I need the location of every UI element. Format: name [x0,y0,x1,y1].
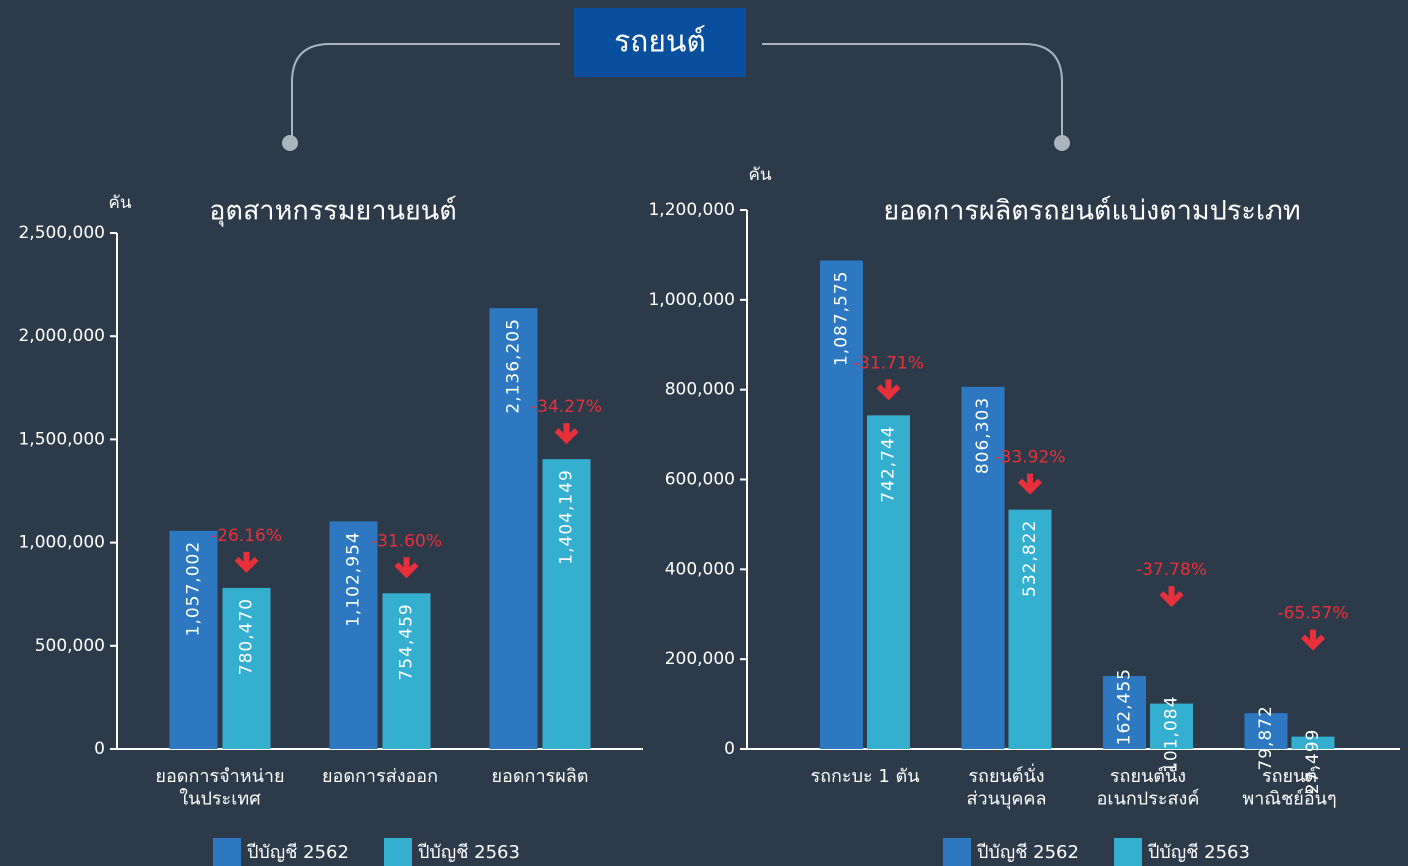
bar [1291,736,1335,749]
y-tick-label: 1,200,000 [648,200,735,220]
legend-swatch [384,838,412,866]
legend-label: ปีบัญชี 2562 [247,842,349,863]
change-arrow [394,557,419,579]
bar [222,587,271,749]
value-label: 1,087,575 [832,270,852,366]
y-tick-label: 0 [94,739,105,759]
y-tick-label: 1,500,000 [18,429,105,449]
change-label: -31.60% [371,531,442,551]
bar [867,415,910,749]
value-label: 780,470 [237,598,257,675]
change-arrow [554,423,579,445]
connector [291,43,560,143]
y-tick-label: 1,000,000 [18,533,105,553]
unit-label: คัน [749,165,772,185]
change-label: -31.71% [853,353,924,373]
connector [762,43,1063,143]
bar [489,308,538,749]
bar [329,521,378,749]
legend-label: ปีบัญชี 2563 [1148,842,1250,863]
x-tick-label: รถกะบะ 1 ตัน [810,766,919,787]
x-tick-label: ยอดการผลิต [492,766,589,787]
connector-dot [282,135,298,151]
y-tick-label: 2,000,000 [18,326,105,346]
bar [1244,713,1288,749]
bar [1150,703,1193,749]
legend-swatch [943,838,971,866]
y-tick-label: 600,000 [665,470,735,490]
change-arrow [1301,629,1325,651]
legend-label: ปีบัญชี 2562 [977,842,1079,863]
value-label: 1,404,149 [557,469,577,565]
legend-swatch [1114,838,1142,866]
value-label: 1,102,954 [344,531,364,627]
change-label: -65.57% [1278,604,1349,624]
header-box [574,8,746,77]
legend-label: ปีบัญชี 2563 [418,842,520,863]
bar [1008,509,1052,749]
bar [382,593,431,749]
chart-title: ยอดการผลิตรถยนต์แบ่งตามประเภท [883,195,1300,227]
bar [961,386,1005,749]
value-label: 101,084 [1162,696,1182,773]
x-tick-label: ยอดการส่งออก [322,766,438,787]
change-arrow [1018,473,1042,495]
change-label: -33.92% [995,448,1066,468]
connector-dot [1054,135,1070,151]
change-arrow [234,551,259,573]
x-tick-label: รถยนต์นั่งส่วนบุคคล [967,763,1047,810]
y-tick-label: 0 [724,739,735,759]
header-title: รถยนต์ [614,25,706,60]
bar [169,530,218,749]
value-label: 27,499 [1303,729,1323,794]
bar [1103,676,1146,749]
y-tick-label: 500,000 [35,636,105,656]
x-tick-label: ยอดการจำหน่ายในประเทศ [155,766,284,810]
value-label: 2,136,205 [504,318,524,414]
value-label: 806,303 [973,397,993,474]
bar [542,459,591,749]
value-label: 79,872 [1256,705,1276,770]
x-tick-label: รถยนต์นั่งอเนกประสงค์ [1097,763,1200,810]
y-tick-label: 200,000 [665,649,735,669]
value-label: 1,057,002 [184,541,204,637]
bar [820,260,863,749]
change-arrow [1159,586,1184,608]
x-tick-label: รถยนต์พาณิชย์อื่นๆ [1242,766,1336,810]
value-label: 532,822 [1020,520,1040,597]
y-tick-label: 400,000 [665,559,735,579]
legend-swatch [213,838,241,866]
value-label: 754,459 [397,603,417,680]
value-label: 742,744 [879,425,899,502]
y-tick-label: 2,500,000 [18,223,105,243]
value-label: 162,455 [1115,668,1135,745]
change-label: -34.27% [531,397,602,417]
change-label: -37.78% [1136,560,1207,580]
y-tick-label: 1,000,000 [648,290,735,310]
y-tick-label: 800,000 [665,380,735,400]
chart-title: อุตสาหกรรมยานยนต์ [209,195,457,228]
change-label: -26.16% [211,526,282,546]
unit-label: คัน [109,193,132,213]
change-arrow [876,379,901,401]
